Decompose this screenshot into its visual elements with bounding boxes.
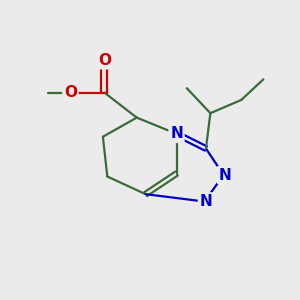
Text: N: N (200, 194, 212, 209)
Text: N: N (170, 126, 183, 141)
Text: N: N (219, 167, 232, 182)
Text: O: O (98, 53, 111, 68)
Text: O: O (64, 85, 77, 100)
